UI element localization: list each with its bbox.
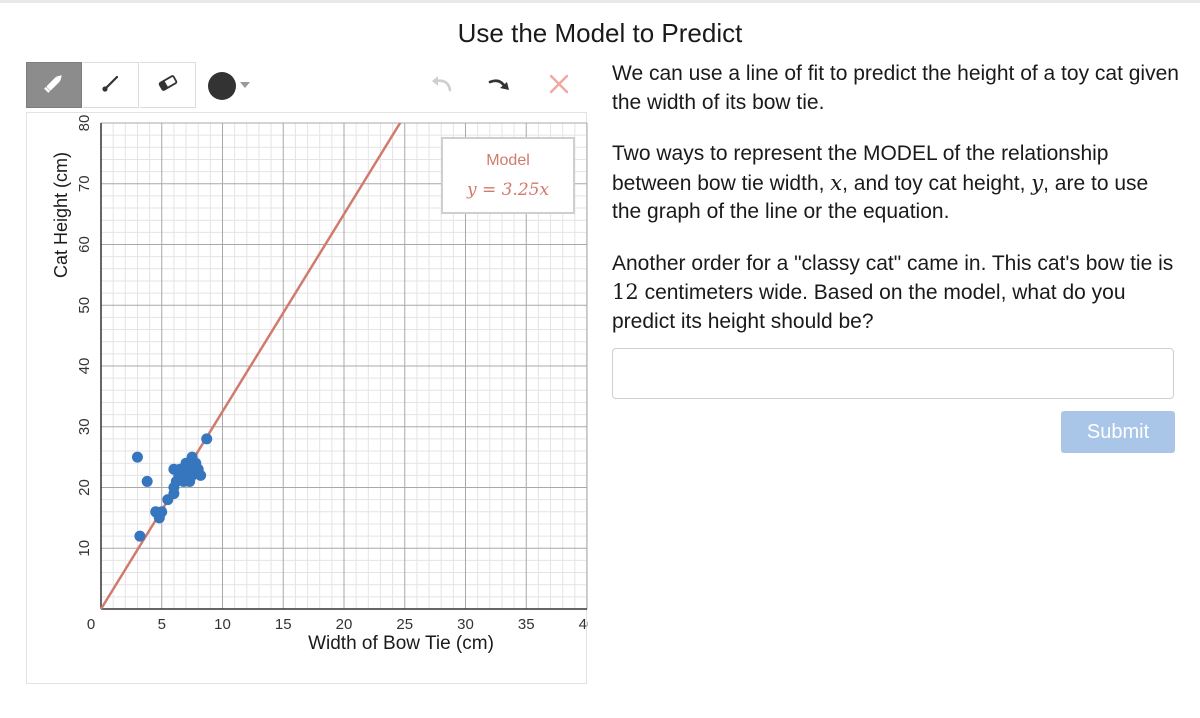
- x-tick-label: 35: [518, 616, 535, 633]
- y-tick-label: 70: [76, 175, 93, 192]
- x-axis-label: Width of Bow Tie (cm): [308, 633, 494, 654]
- model-fit-line: [99, 122, 402, 610]
- y-tick-label: 40: [76, 358, 93, 375]
- brush-icon: [99, 71, 123, 100]
- y-tick-label: 60: [76, 236, 93, 253]
- scatter-chart[interactable]: 5 10 15 20 25 30 35 40 10 20 30 40 50 60 70 80 0 Model y…: [27, 113, 588, 685]
- model-equation: y = 3.25x: [466, 180, 550, 200]
- data-point: [201, 433, 213, 445]
- top-divider: [0, 0, 1200, 3]
- color-picker[interactable]: [204, 70, 256, 102]
- graph-panel[interactable]: 5 10 15 20 25 30 35 40 10 20 30 40 50 60 70 80 0 Model y…: [26, 112, 588, 685]
- x-tick-label: 25: [396, 616, 413, 633]
- x-tick-label: 20: [336, 616, 353, 633]
- redo-icon: [486, 74, 512, 99]
- question-panel: We can use a line of fit to predict the …: [612, 60, 1182, 359]
- x-tick-label: 10: [214, 616, 231, 633]
- origin-label: 0: [87, 616, 95, 633]
- data-point: [134, 530, 146, 542]
- y-axis-label: Cat Height (cm): [51, 152, 71, 278]
- y-tick-label: 50: [76, 297, 93, 314]
- x-tick-label: 40: [579, 616, 588, 633]
- y-tick-label: 30: [76, 418, 93, 435]
- axes: [100, 123, 587, 610]
- x-tick-label: 5: [158, 616, 166, 633]
- x-tick-label: 15: [275, 616, 292, 633]
- x-tick-label: 30: [457, 616, 474, 633]
- answer-input[interactable]: [612, 348, 1174, 399]
- bow-tie-width-value: 12: [612, 280, 639, 304]
- tick-labels: 5 10 15 20 25 30 35 40 10 20 30 40 50 60 70 80 0: [76, 115, 588, 633]
- data-point: [156, 506, 168, 518]
- model-explanation: Two ways to represent the MODEL of the r…: [612, 142, 1149, 223]
- data-points: [131, 433, 213, 542]
- sketch-toolbar: [26, 62, 586, 110]
- model-legend-label: Model: [486, 152, 530, 169]
- pencil-tool-button[interactable]: [26, 62, 82, 108]
- major-grid: [101, 122, 588, 609]
- model-legend: Model y = 3.25x: [441, 137, 575, 214]
- intro-text: We can use a line of fit to predict the …: [612, 62, 1179, 114]
- page-title: Use the Model to Predict: [457, 18, 743, 48]
- submit-button[interactable]: Submit: [1061, 411, 1175, 453]
- brush-tool-button[interactable]: [83, 62, 139, 108]
- eraser-tool-button[interactable]: [140, 62, 196, 108]
- var-x: x: [830, 170, 843, 195]
- undo-icon: [428, 74, 454, 99]
- eraser-icon: [156, 71, 180, 100]
- redo-button[interactable]: [484, 72, 514, 100]
- color-swatch: [208, 72, 236, 100]
- y-tick-label: 80: [76, 115, 93, 132]
- data-point: [141, 475, 153, 487]
- chevron-down-icon: [240, 82, 250, 88]
- clear-button[interactable]: [544, 72, 574, 100]
- y-tick-label: 20: [76, 479, 93, 496]
- undo-button[interactable]: [426, 72, 456, 100]
- prediction-question: Another order for a "classy cat" came in…: [612, 251, 1174, 333]
- y-tick-label: 10: [76, 540, 93, 557]
- data-point: [195, 469, 207, 481]
- var-y: y: [1031, 170, 1044, 195]
- data-point: [131, 451, 143, 463]
- pencil-icon: [41, 70, 67, 101]
- close-icon: [548, 73, 570, 100]
